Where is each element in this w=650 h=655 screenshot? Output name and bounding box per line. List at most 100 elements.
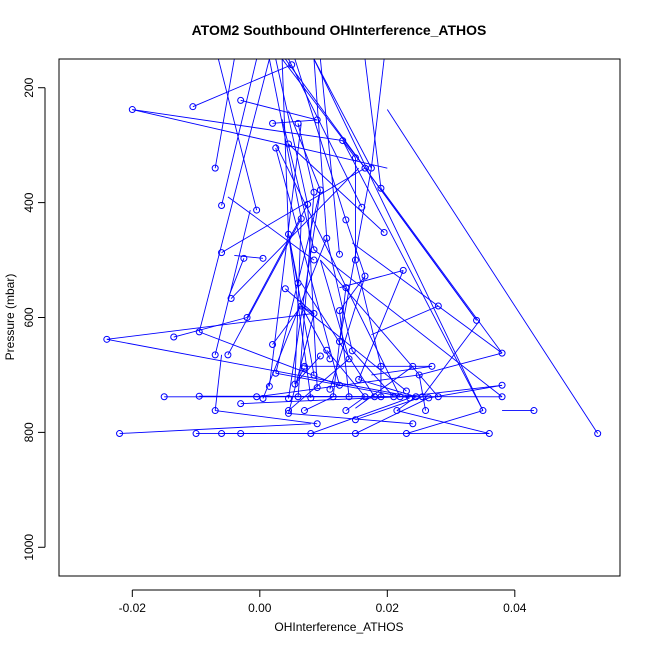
series-segment [230, 167, 359, 299]
series-segment [313, 59, 484, 411]
series-segment [221, 167, 366, 253]
chart-title: ATOM2 Southbound OHInterference_ATHOS [192, 22, 487, 38]
data-point [170, 333, 178, 341]
plot-frame [58, 58, 621, 577]
data-point [393, 407, 401, 415]
series-segment [214, 59, 235, 169]
series-segment [364, 59, 382, 189]
series-segment [310, 397, 410, 434]
series-segment [386, 109, 599, 434]
series-segment [351, 242, 503, 354]
series-segment [319, 59, 340, 255]
series-segment [275, 143, 401, 397]
data-point [294, 279, 302, 287]
data-point [367, 164, 375, 172]
series-segment [173, 317, 248, 338]
data-point [297, 215, 305, 223]
data-point [415, 371, 423, 379]
data-point [253, 393, 261, 401]
data-point [380, 228, 388, 236]
series-segment [132, 109, 343, 142]
data-point [307, 430, 315, 438]
data-point [211, 164, 219, 172]
data-point [285, 140, 292, 148]
data-point [425, 394, 433, 402]
data-point [336, 250, 343, 258]
data-point [128, 106, 136, 114]
data-point [160, 393, 168, 401]
data-point [269, 340, 277, 348]
series-segment [217, 59, 258, 211]
series-segment [199, 331, 340, 386]
data-point [409, 362, 417, 370]
series-segment [214, 209, 251, 355]
x-axis-label: OHInterference_ATHOS [274, 620, 403, 634]
series-segment [240, 396, 401, 405]
y-axis-label: Pressure (mbar) [3, 274, 17, 361]
data-point [297, 302, 305, 310]
series-segment [106, 338, 413, 398]
series-segment [345, 396, 366, 411]
data-point [192, 430, 200, 438]
data-point [224, 351, 232, 359]
data-point [259, 254, 267, 262]
data-point [422, 407, 430, 415]
data-point [310, 188, 318, 196]
data-point [361, 272, 369, 280]
series-segment [313, 59, 372, 169]
data-point [237, 430, 245, 438]
data-point [294, 393, 302, 401]
data-point [195, 392, 203, 400]
x-tick-label: 0.02 [376, 601, 400, 615]
data-point [285, 407, 292, 415]
y-tick-label: 400 [22, 192, 36, 212]
data-point [399, 266, 407, 274]
series-segment [297, 192, 315, 397]
series-segment [339, 168, 372, 342]
series-segment [380, 187, 503, 354]
series-segment [358, 270, 404, 380]
series-segment [288, 143, 385, 233]
data-point [103, 335, 111, 343]
series-segment [355, 397, 429, 434]
data-point [272, 144, 280, 152]
series-segment [275, 59, 309, 205]
series-segment [275, 147, 340, 386]
data-point [243, 314, 251, 321]
data-point [594, 430, 602, 438]
data-point [227, 295, 235, 303]
series-segment [422, 320, 481, 398]
y-tick-label: 1000 [22, 534, 36, 561]
data-point [323, 346, 331, 354]
data-point [498, 349, 506, 357]
data-point [253, 206, 261, 214]
data-point [390, 393, 398, 401]
series-segment [288, 189, 321, 399]
data-point [326, 355, 334, 363]
data-point [218, 249, 226, 257]
data-point [345, 393, 353, 401]
data-point [409, 420, 417, 428]
data-point [265, 382, 273, 390]
data-point [259, 394, 267, 402]
series-segment [371, 365, 433, 376]
data-point [285, 409, 292, 417]
series-segment [215, 410, 318, 425]
series-segment [262, 238, 328, 399]
data-point [313, 384, 321, 392]
data-point [377, 184, 385, 192]
data-point [402, 387, 410, 395]
data-point [342, 216, 350, 224]
data-point [313, 116, 321, 124]
y-tick-label: 200 [22, 77, 36, 97]
series-segment [288, 110, 321, 191]
data-point [272, 369, 280, 377]
data-point [339, 137, 347, 145]
series-segment [288, 59, 363, 208]
data-point [291, 380, 299, 388]
plot-series [103, 59, 602, 438]
series-segment [119, 423, 311, 434]
series-segment [284, 59, 477, 321]
data-point [530, 407, 538, 415]
